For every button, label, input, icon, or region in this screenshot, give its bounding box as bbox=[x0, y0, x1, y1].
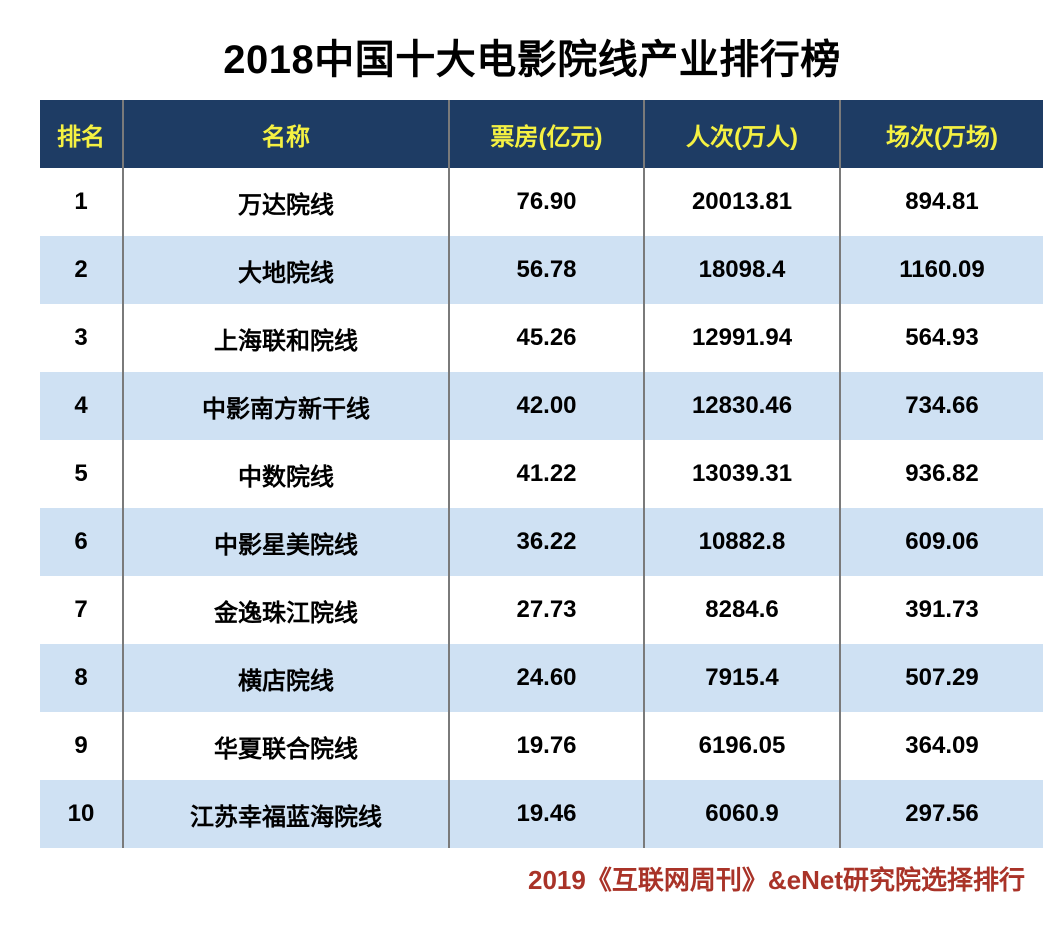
cell-rank: 7 bbox=[40, 576, 124, 644]
source-note: 2019《互联网周刊》&eNet研究院选择排行 bbox=[528, 865, 1025, 895]
header-cell-name: 名称 bbox=[124, 100, 450, 168]
ranking-table: 排名 名称 票房(亿元) 人次(万人) 场次(万场) 1 万达院线 76.90 … bbox=[40, 100, 1043, 848]
cell-name: 金逸珠江院线 bbox=[124, 576, 450, 644]
cell-name: 大地院线 bbox=[124, 236, 450, 304]
cell-screenings: 364.09 bbox=[905, 732, 979, 759]
cell-admissions: 6196.05 bbox=[645, 712, 841, 780]
cell-name: 中影星美院线 bbox=[124, 508, 450, 576]
cell-box-office: 24.60 bbox=[450, 644, 645, 712]
cell-rank: 2 bbox=[40, 236, 124, 304]
cell-screenings: 936.82 bbox=[905, 460, 979, 487]
header-cell-rank: 排名 bbox=[40, 100, 124, 168]
cell-rank: 5 bbox=[40, 440, 124, 508]
cell-screenings: 734.66 bbox=[841, 372, 1043, 440]
cell-box-office: 19.76 bbox=[450, 712, 645, 780]
cell-rank: 6 bbox=[40, 508, 124, 576]
cell-rank: 1 bbox=[40, 168, 124, 236]
table-body: 1 万达院线 76.90 20013.81 894.81 2 大地院线 56.7… bbox=[40, 168, 1043, 848]
cell-admissions: 6060.9 bbox=[645, 780, 841, 848]
cell-rank: 3 bbox=[40, 304, 124, 372]
cell-screenings: 507.29 bbox=[841, 644, 1043, 712]
table-row: 6 中影星美院线 36.22 10882.8 609.06 bbox=[40, 508, 1043, 576]
cell-admissions: 20013.81 bbox=[645, 168, 841, 236]
cell-admissions: 12830.46 bbox=[645, 372, 841, 440]
cell-name: 横店院线 bbox=[124, 644, 450, 712]
cell-screenings: 391.73 bbox=[905, 596, 979, 623]
cell-rank: 4 bbox=[40, 372, 124, 440]
table-row: 9 华夏联合院线 19.76 6196.05 364.09 bbox=[40, 712, 1043, 780]
cell-screenings: 894.81 bbox=[905, 188, 979, 215]
table-row: 4 中影南方新干线 42.00 12830.46 734.66 bbox=[40, 372, 1043, 440]
cell-name: 中影南方新干线 bbox=[124, 372, 450, 440]
cell-admissions: 13039.31 bbox=[645, 440, 841, 508]
cell-box-office: 36.22 bbox=[450, 508, 645, 576]
cell-screenings: 609.06 bbox=[841, 508, 1043, 576]
cell-box-office: 19.46 bbox=[450, 780, 645, 848]
cell-screenings: 564.93 bbox=[905, 324, 979, 351]
table-row: 7 金逸珠江院线 27.73 8284.6 391.73 bbox=[40, 576, 1043, 644]
table-header-row: 排名 名称 票房(亿元) 人次(万人) 场次(万场) bbox=[40, 100, 1043, 168]
cell-admissions: 12991.94 bbox=[645, 304, 841, 372]
cell-screenings: 297.56 bbox=[841, 780, 1043, 848]
table-row: 1 万达院线 76.90 20013.81 894.81 bbox=[40, 168, 1043, 236]
cell-box-office: 42.00 bbox=[450, 372, 645, 440]
cell-rank: 9 bbox=[40, 712, 124, 780]
table-row: 5 中数院线 41.22 13039.31 936.82 bbox=[40, 440, 1043, 508]
table-row: 10 江苏幸福蓝海院线 19.46 6060.9 297.56 bbox=[40, 780, 1043, 848]
cell-box-office: 56.78 bbox=[450, 236, 645, 304]
table-row: 3 上海联和院线 45.26 12991.94 564.93 bbox=[40, 304, 1043, 372]
cell-box-office: 41.22 bbox=[450, 440, 645, 508]
cell-name: 万达院线 bbox=[124, 168, 450, 236]
header-cell-screenings: 场次(万场) bbox=[841, 100, 1043, 168]
cell-name: 江苏幸福蓝海院线 bbox=[124, 780, 450, 848]
cell-name: 上海联和院线 bbox=[124, 304, 450, 372]
cell-admissions: 18098.4 bbox=[645, 236, 841, 304]
cell-box-office: 45.26 bbox=[450, 304, 645, 372]
header-cell-box-office: 票房(亿元) bbox=[450, 100, 645, 168]
cell-screenings: 1160.09 bbox=[841, 236, 1043, 304]
cell-rank: 10 bbox=[40, 780, 124, 848]
cell-admissions: 10882.8 bbox=[645, 508, 841, 576]
table-row: 2 大地院线 56.78 18098.4 1160.09 bbox=[40, 236, 1043, 304]
cell-name: 华夏联合院线 bbox=[124, 712, 450, 780]
cell-rank: 8 bbox=[40, 644, 124, 712]
header-cell-admissions: 人次(万人) bbox=[645, 100, 841, 168]
page-title: 2018中国十大电影院线产业排行榜 bbox=[223, 38, 841, 82]
cell-box-office: 76.90 bbox=[450, 168, 645, 236]
cell-name: 中数院线 bbox=[124, 440, 450, 508]
cell-admissions: 7915.4 bbox=[645, 644, 841, 712]
table-row: 8 横店院线 24.60 7915.4 507.29 bbox=[40, 644, 1043, 712]
cell-admissions: 8284.6 bbox=[645, 576, 841, 644]
cell-box-office: 27.73 bbox=[450, 576, 645, 644]
